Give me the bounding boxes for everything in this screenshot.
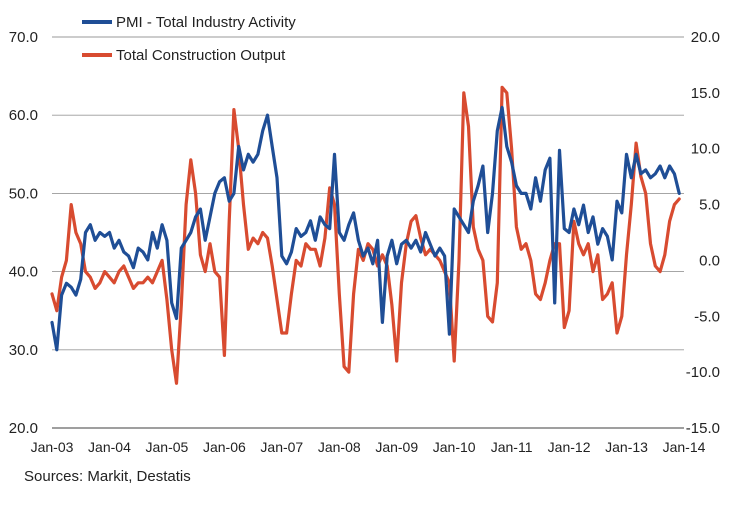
left-y-tick-label: 70.0 [9,29,38,46]
right-y-tick-label: -5.0 [694,308,720,325]
right-y-tick-label: -15.0 [686,420,720,437]
source-note: Sources: Markit, Destatis [24,468,191,485]
right-y-tick-label: 15.0 [691,85,720,102]
x-tick-label: Jan-07 [260,439,303,455]
right-y-tick-label: 20.0 [691,29,720,46]
left-y-tick-label: 60.0 [9,107,38,124]
right-y-tick-label: 10.0 [691,141,720,158]
x-tick-label: Jan-10 [433,439,476,455]
x-tick-label: Jan-09 [375,439,418,455]
x-tick-label: Jan-06 [203,439,246,455]
series-lines [50,85,681,385]
x-tick-label: Jan-05 [146,439,189,455]
series-line-construction [50,85,681,385]
left-y-tick-label: 50.0 [9,185,38,202]
legend: PMI - Total Industry Activity Total Cons… [82,14,296,64]
left-y-tick-label: 30.0 [9,342,38,359]
left-y-tick-label: 40.0 [9,264,38,281]
series-line-pmi [50,105,681,352]
x-tick-label: Jan-04 [88,439,131,455]
right-y-tick-label: 0.0 [699,252,720,269]
legend-label-pmi: PMI - Total Industry Activity [116,14,296,31]
x-tick-label: Jan-13 [605,439,648,455]
x-tick-label: Jan-11 [491,439,533,455]
axes: 20.0 30.0 40.0 50.0 60.0 70.0 -15.0 -10.0 -5.0 0.… [9,29,720,455]
x-tick-label: Jan-12 [548,439,591,455]
left-y-tick-label: 20.0 [9,420,38,437]
right-y-tick-label: 5.0 [699,197,720,214]
legend-label-construction: Total Construction Output [116,47,286,64]
right-y-tick-label: -10.0 [686,364,720,381]
x-tick-label: Jan-14 [663,439,706,455]
x-tick-label: Jan-03 [31,439,74,455]
x-tick-label: Jan-08 [318,439,361,455]
